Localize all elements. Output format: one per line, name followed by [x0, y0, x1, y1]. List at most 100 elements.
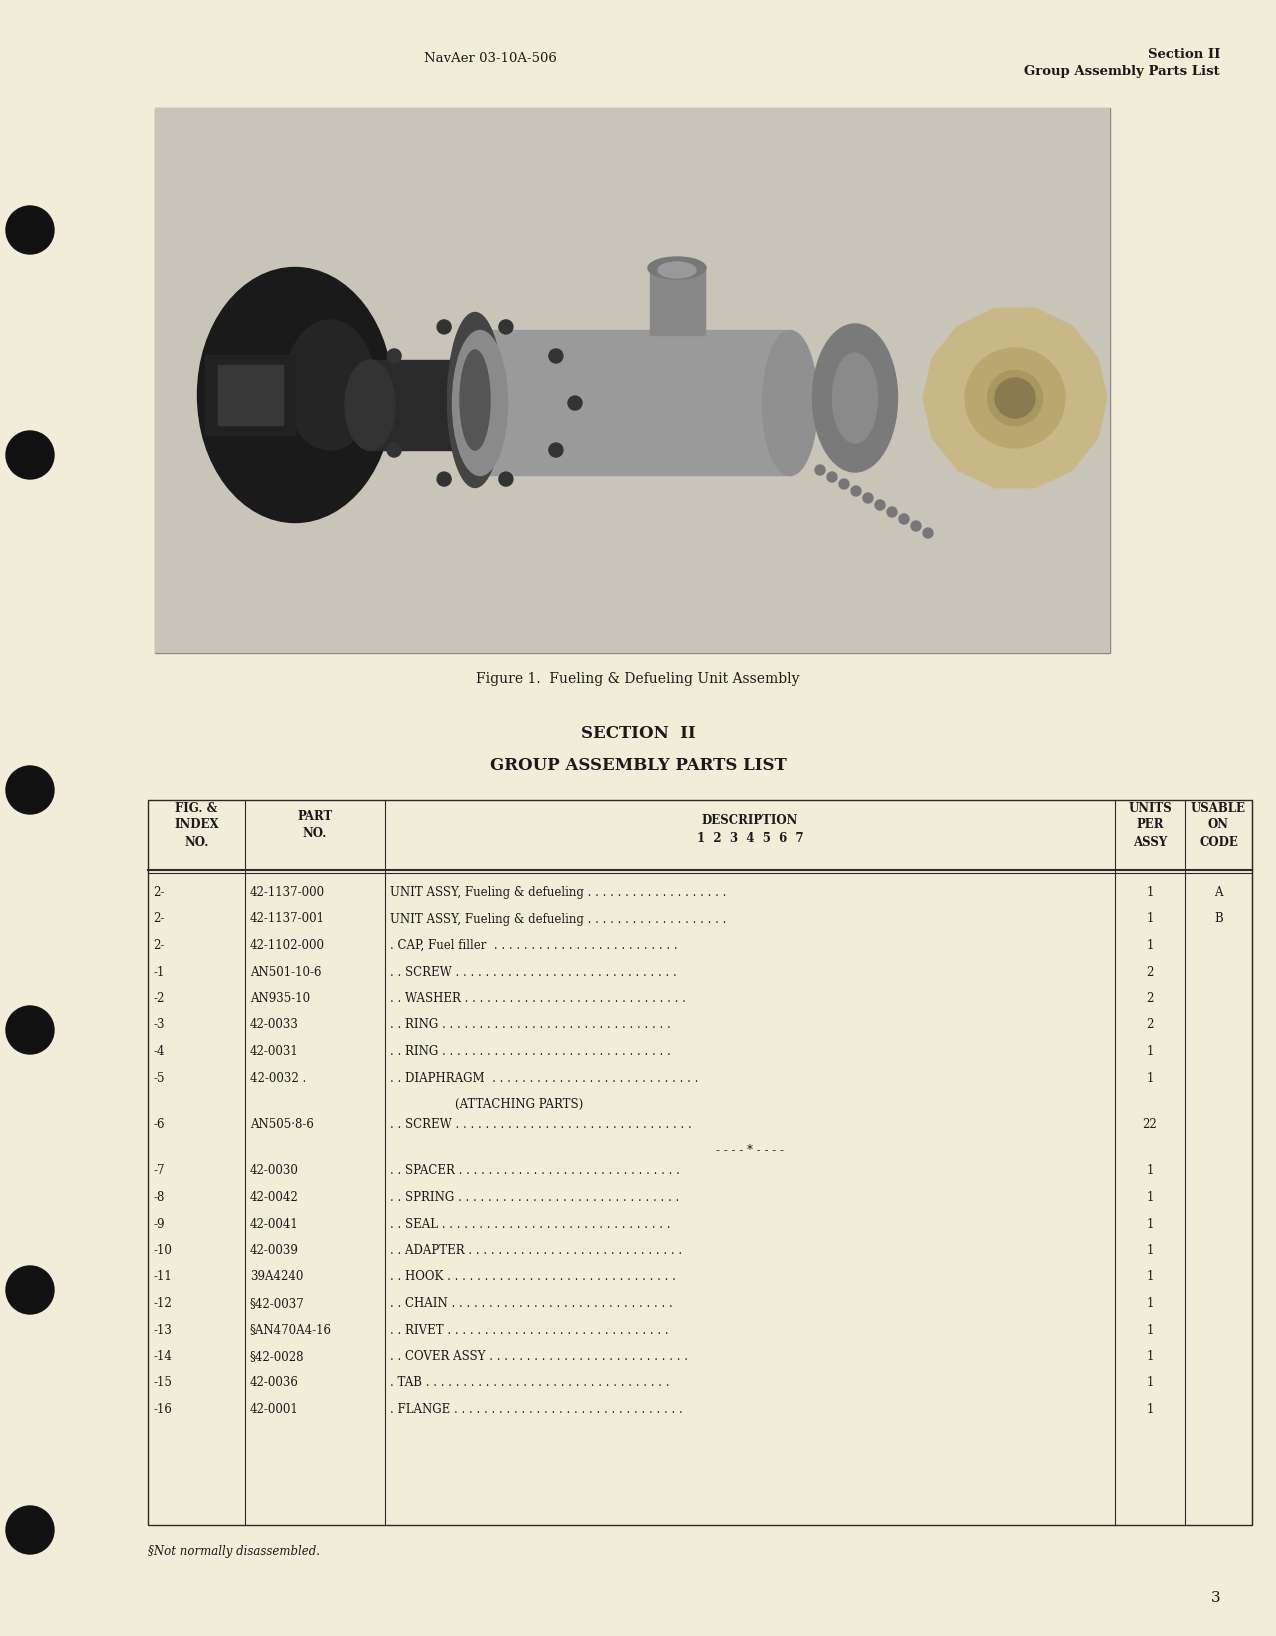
Text: -4: -4: [153, 1045, 165, 1058]
Circle shape: [387, 443, 401, 456]
Text: . . SPRING . . . . . . . . . . . . . . . . . . . . . . . . . . . . . .: . . SPRING . . . . . . . . . . . . . . .…: [390, 1191, 679, 1204]
Text: . . COVER ASSY . . . . . . . . . . . . . . . . . . . . . . . . . . .: . . COVER ASSY . . . . . . . . . . . . .…: [390, 1350, 688, 1363]
Text: 1: 1: [1146, 1297, 1154, 1310]
Bar: [148, 800, 1252, 1525]
Text: 1: 1: [1146, 1045, 1154, 1058]
Text: . . WASHER . . . . . . . . . . . . . . . . . . . . . . . . . . . . . .: . . WASHER . . . . . . . . . . . . . . .…: [390, 991, 686, 1005]
Circle shape: [499, 321, 513, 334]
Circle shape: [549, 443, 563, 456]
Text: Section II: Section II: [1147, 47, 1220, 61]
Text: -12: -12: [153, 1297, 172, 1310]
Text: UNIT ASSY, Fueling & defueling . . . . . . . . . . . . . . . . . . .: UNIT ASSY, Fueling & defueling . . . . .…: [390, 887, 726, 900]
Text: 42-0036: 42-0036: [250, 1376, 299, 1389]
Text: 2-: 2-: [153, 913, 165, 926]
Text: 1: 1: [1146, 1217, 1154, 1230]
Text: 2: 2: [1146, 991, 1154, 1005]
Circle shape: [863, 492, 873, 502]
Text: . . HOOK . . . . . . . . . . . . . . . . . . . . . . . . . . . . . . .: . . HOOK . . . . . . . . . . . . . . . .…: [390, 1271, 676, 1284]
Text: 1: 1: [1146, 1191, 1154, 1204]
Circle shape: [387, 348, 401, 363]
Text: -7: -7: [153, 1165, 165, 1178]
Text: . CAP, Fuel filler  . . . . . . . . . . . . . . . . . . . . . . . . .: . CAP, Fuel filler . . . . . . . . . . .…: [390, 939, 678, 952]
Text: . . SCREW . . . . . . . . . . . . . . . . . . . . . . . . . . . . . .: . . SCREW . . . . . . . . . . . . . . . …: [390, 965, 676, 978]
Text: . FLANGE . . . . . . . . . . . . . . . . . . . . . . . . . . . . . . .: . FLANGE . . . . . . . . . . . . . . . .…: [390, 1404, 683, 1417]
Circle shape: [6, 1266, 54, 1314]
Bar: [154, 108, 1110, 653]
Bar: [649, 270, 706, 335]
Text: UNIT ASSY, Fueling & defueling . . . . . . . . . . . . . . . . . . .: UNIT ASSY, Fueling & defueling . . . . .…: [390, 913, 726, 926]
Ellipse shape: [453, 330, 508, 476]
Text: 1: 1: [1146, 913, 1154, 926]
Circle shape: [549, 348, 563, 363]
Ellipse shape: [965, 348, 1065, 448]
Text: . . SCREW . . . . . . . . . . . . . . . . . . . . . . . . . . . . . . . .: . . SCREW . . . . . . . . . . . . . . . …: [390, 1117, 692, 1130]
Text: DESCRIPTION: DESCRIPTION: [702, 813, 799, 826]
Bar: [154, 108, 1110, 653]
Ellipse shape: [198, 268, 393, 522]
Text: -16: -16: [153, 1404, 172, 1417]
Text: B: B: [1215, 913, 1222, 926]
Text: GROUP ASSEMBLY PARTS LIST: GROUP ASSEMBLY PARTS LIST: [490, 757, 786, 774]
Text: 2: 2: [1146, 965, 1154, 978]
Text: -15: -15: [153, 1376, 172, 1389]
Text: -2: -2: [153, 991, 165, 1005]
Text: UNITS
PER
ASSY: UNITS PER ASSY: [1128, 802, 1171, 849]
Ellipse shape: [988, 370, 1042, 425]
Ellipse shape: [448, 312, 503, 488]
Text: 42-0030: 42-0030: [250, 1165, 299, 1178]
Text: -10: -10: [153, 1243, 172, 1256]
Text: 39A4240: 39A4240: [250, 1271, 304, 1284]
Circle shape: [438, 321, 452, 334]
Bar: [205, 355, 295, 435]
Text: 42-0041: 42-0041: [250, 1217, 299, 1230]
Circle shape: [6, 430, 54, 479]
Text: -1: -1: [153, 965, 165, 978]
Text: . . SEAL . . . . . . . . . . . . . . . . . . . . . . . . . . . . . . .: . . SEAL . . . . . . . . . . . . . . . .…: [390, 1217, 670, 1230]
Bar: [218, 365, 283, 425]
Ellipse shape: [658, 262, 695, 278]
Circle shape: [840, 479, 849, 489]
Text: Figure 1.  Fueling & Defueling Unit Assembly: Figure 1. Fueling & Defueling Unit Assem…: [476, 672, 800, 685]
Ellipse shape: [763, 330, 818, 476]
Circle shape: [6, 206, 54, 254]
Text: USABLE
ON
CODE: USABLE ON CODE: [1191, 802, 1245, 849]
Text: AN501-10-6: AN501-10-6: [250, 965, 322, 978]
Text: FIG. &
INDEX
NO.: FIG. & INDEX NO.: [175, 802, 218, 849]
Ellipse shape: [832, 353, 878, 443]
Bar: [365, 360, 461, 450]
Text: NavAer 03-10A-506: NavAer 03-10A-506: [424, 52, 556, 65]
Circle shape: [851, 486, 861, 496]
Text: (ATTACHING PARTS): (ATTACHING PARTS): [456, 1098, 583, 1111]
Text: . . CHAIN . . . . . . . . . . . . . . . . . . . . . . . . . . . . . .: . . CHAIN . . . . . . . . . . . . . . . …: [390, 1297, 672, 1310]
Text: §42-0028: §42-0028: [250, 1350, 305, 1363]
Text: 22: 22: [1142, 1117, 1157, 1130]
Text: - - - - * - - - -: - - - - * - - - -: [716, 1145, 783, 1158]
Text: 42-0001: 42-0001: [250, 1404, 299, 1417]
Text: . . SPACER . . . . . . . . . . . . . . . . . . . . . . . . . . . . . .: . . SPACER . . . . . . . . . . . . . . .…: [390, 1165, 680, 1178]
Text: -8: -8: [153, 1191, 165, 1204]
Text: 1  2  3  4  5  6  7: 1 2 3 4 5 6 7: [697, 833, 804, 846]
Ellipse shape: [648, 257, 706, 280]
Text: -11: -11: [153, 1271, 172, 1284]
Ellipse shape: [461, 350, 490, 450]
Text: §42-0037: §42-0037: [250, 1297, 305, 1310]
Text: 42-1102-000: 42-1102-000: [250, 939, 325, 952]
Text: 2: 2: [1146, 1019, 1154, 1032]
Text: A: A: [1215, 887, 1222, 900]
Circle shape: [923, 528, 933, 538]
Text: AN505·8-6: AN505·8-6: [250, 1117, 314, 1130]
Circle shape: [6, 766, 54, 815]
Text: 1: 1: [1146, 1324, 1154, 1337]
Text: . TAB . . . . . . . . . . . . . . . . . . . . . . . . . . . . . . . . .: . TAB . . . . . . . . . . . . . . . . . …: [390, 1376, 670, 1389]
Text: . . RING . . . . . . . . . . . . . . . . . . . . . . . . . . . . . . .: . . RING . . . . . . . . . . . . . . . .…: [390, 1019, 671, 1032]
Text: -13: -13: [153, 1324, 172, 1337]
Circle shape: [367, 396, 382, 411]
Text: . . ADAPTER . . . . . . . . . . . . . . . . . . . . . . . . . . . . .: . . ADAPTER . . . . . . . . . . . . . . …: [390, 1243, 686, 1256]
Circle shape: [911, 520, 921, 532]
Text: §AN470A4-16: §AN470A4-16: [250, 1324, 332, 1337]
Text: 42-1137-000: 42-1137-000: [250, 887, 325, 900]
Circle shape: [6, 1006, 54, 1054]
Circle shape: [6, 1507, 54, 1554]
Text: SECTION  II: SECTION II: [581, 725, 695, 743]
Text: 1: 1: [1146, 1404, 1154, 1417]
